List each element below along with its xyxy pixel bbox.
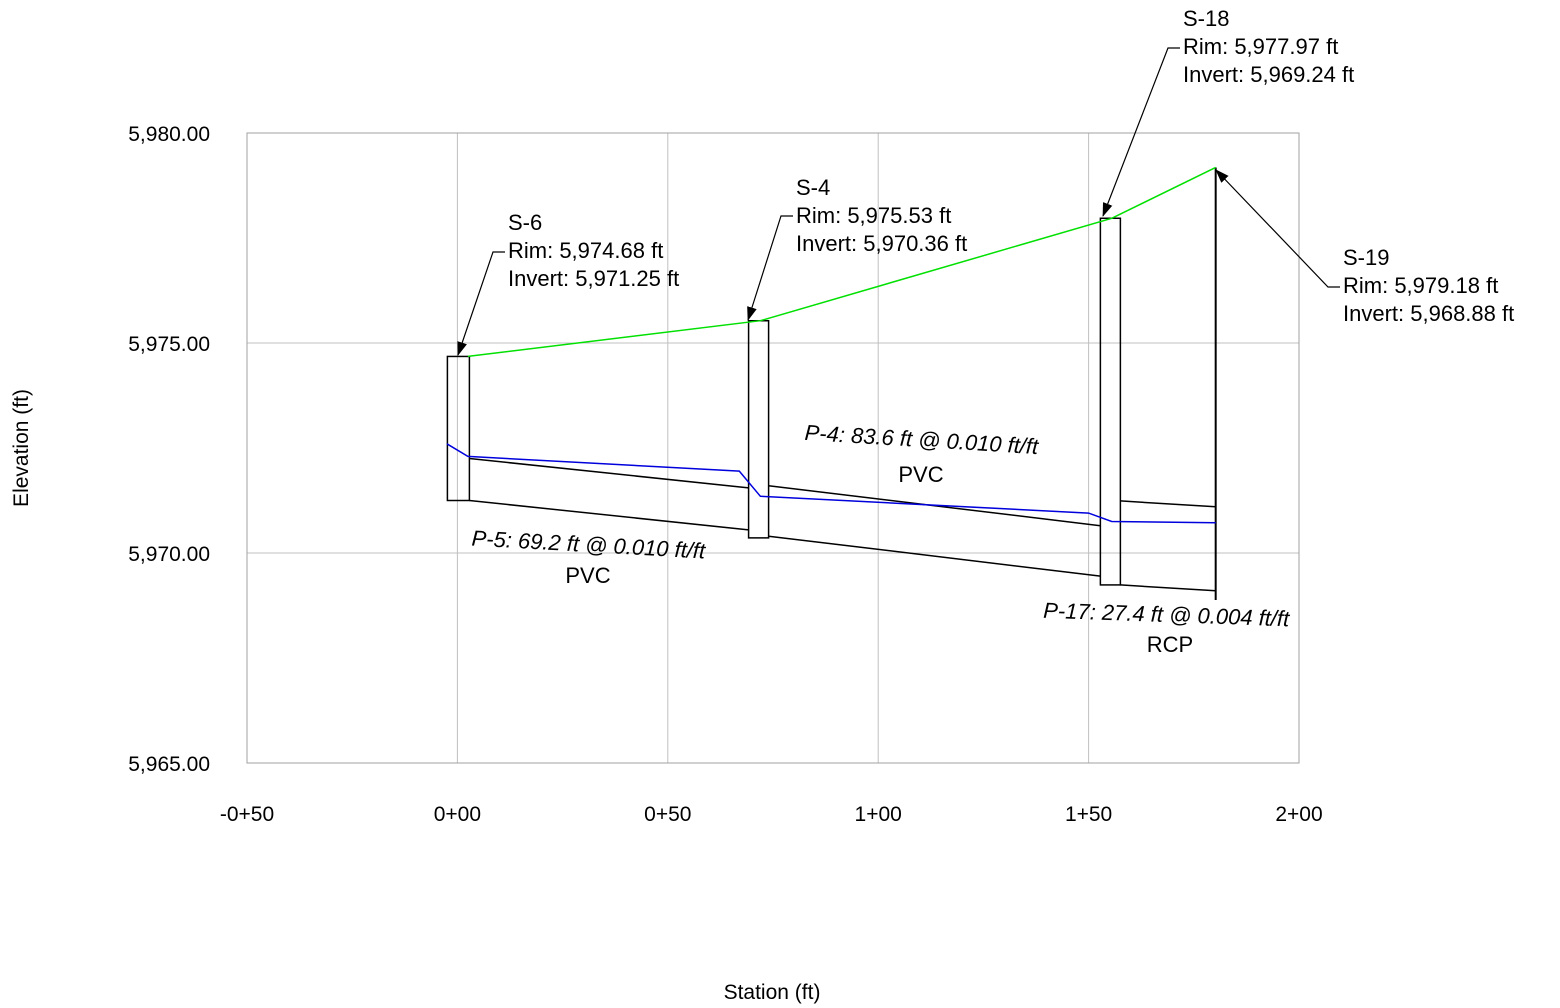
- pipe-label: P-4: 83.6 ft @ 0.010 ft/ft: [804, 420, 1040, 459]
- pipe-invert-line: [469, 499, 749, 531]
- structure-rim: Rim: 5,977.97 ft: [1183, 34, 1338, 59]
- pipe-material: PVC: [898, 462, 943, 487]
- pipe-label: P-17: 27.4 ft @ 0.004 ft/ft: [1043, 598, 1291, 632]
- callout-leader: [457, 251, 505, 356]
- structure-rim: Rim: 5,975.53 ft: [796, 203, 951, 228]
- pipe-label: P-5: 69.2 ft @ 0.010 ft/ft: [471, 526, 707, 564]
- x-tick-label: 1+50: [1065, 803, 1112, 826]
- pipe-material: PVC: [565, 563, 610, 588]
- structure-invert: Invert: 5,968.88 ft: [1343, 301, 1514, 326]
- y-tick-label: 5,980.00: [128, 123, 210, 146]
- structure-name: S-4: [796, 175, 830, 200]
- structure-invert: Invert: 5,970.36 ft: [796, 231, 967, 256]
- structure-invert: Invert: 5,971.25 ft: [508, 266, 679, 291]
- x-tick-label: 0+00: [434, 803, 481, 826]
- y-tick-labels: 5,965.00 5,970.00 5,975.00 5,980.00: [128, 123, 210, 776]
- structure-rim: Rim: 5,979.18 ft: [1343, 273, 1498, 298]
- structure-callouts: S-6 Rim: 5,974.68 ft Invert: 5,971.25 ft S-…: [457, 6, 1514, 356]
- pipe-crown-line: [1120, 500, 1216, 508]
- structure-name: S-6: [508, 210, 542, 235]
- structure-box: [1099, 217, 1122, 586]
- structure-name: S-18: [1183, 6, 1229, 31]
- callout-leader: [1215, 169, 1340, 288]
- grid: [246, 132, 1300, 764]
- x-axis-title: Station (ft): [724, 981, 821, 1004]
- structure-rim: Rim: 5,974.68 ft: [508, 238, 663, 263]
- callout-leader: [747, 215, 793, 321]
- x-tick-label: -0+50: [220, 803, 274, 826]
- pipe-invert-line: [1120, 584, 1216, 592]
- hgl-line: [446, 443, 1216, 524]
- structure-box: [446, 355, 471, 502]
- callout-leader: [1102, 47, 1180, 217]
- plot-frame: [246, 132, 1300, 764]
- ground-line: [467, 166, 1217, 358]
- pipe-material: RCP: [1147, 632, 1193, 657]
- structure-name: S-19: [1343, 245, 1389, 270]
- pipe-invert-line: [768, 535, 1101, 577]
- x-tick-labels: -0+50 0+00 0+50 1+00 1+50 2+00: [220, 803, 1323, 826]
- y-tick-label: 5,970.00: [128, 543, 210, 566]
- x-tick-label: 0+50: [644, 803, 691, 826]
- structure-box: [747, 319, 770, 539]
- structure-invert: Invert: 5,969.24 ft: [1183, 62, 1354, 87]
- x-tick-label: 1+00: [855, 803, 902, 826]
- x-tick-label: 2+00: [1275, 803, 1322, 826]
- y-axis-title: Elevation (ft): [10, 389, 33, 507]
- pipe-crown-line: [469, 457, 749, 489]
- y-tick-label: 5,965.00: [128, 753, 210, 776]
- y-tick-label: 5,975.00: [128, 333, 210, 356]
